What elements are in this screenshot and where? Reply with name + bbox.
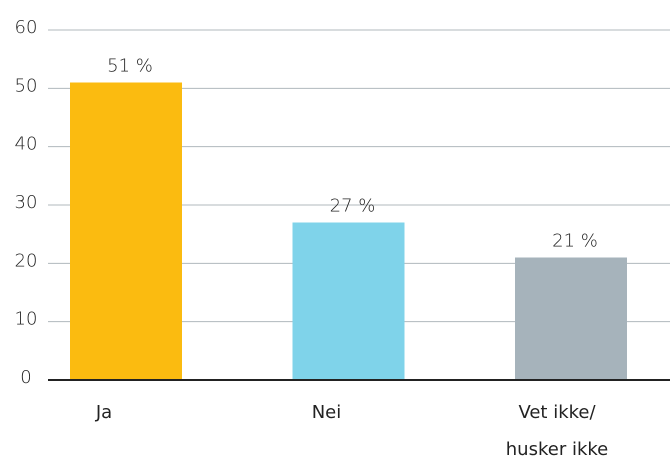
value-label: 27 % [330, 196, 376, 217]
y-tick-label: 50 [15, 75, 38, 96]
y-tick-label: 30 [15, 192, 38, 213]
bar [70, 82, 182, 380]
x-tick-label: Nei [311, 402, 342, 423]
value-label: 51 % [107, 56, 153, 77]
y-tick-label: 60 [15, 17, 38, 38]
bar [515, 257, 627, 380]
x-tick-label: Ja [95, 402, 113, 423]
y-tick-label: 40 [15, 134, 38, 155]
x-tick-label: Vet ikke/ husker ikke [505, 402, 609, 460]
y-tick-label: 10 [15, 309, 38, 330]
y-tick-label: 20 [15, 250, 38, 271]
bar [292, 222, 405, 380]
x-tick-label-box: Vet ikke/ husker ikke [505, 402, 609, 460]
y-tick-label: 0 [20, 367, 31, 388]
x-tick-label-box: Ja [95, 402, 113, 423]
x-tick-label-box: Nei [311, 402, 342, 423]
value-label: 21 % [552, 231, 598, 252]
